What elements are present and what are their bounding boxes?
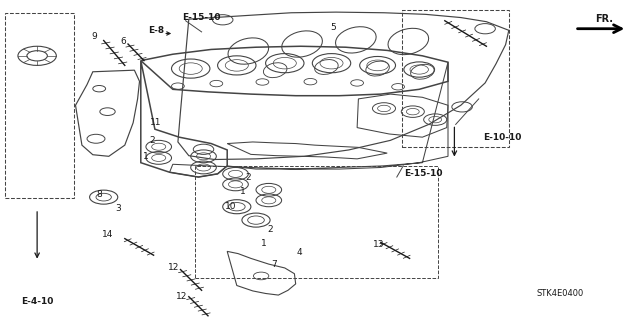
Text: 2: 2 (246, 173, 251, 182)
Text: 6: 6 (120, 37, 125, 46)
Text: 2: 2 (150, 136, 155, 145)
Text: 5: 5 (330, 23, 335, 32)
Text: 8: 8 (97, 190, 102, 199)
Text: 11: 11 (150, 118, 162, 127)
Text: 1: 1 (261, 239, 266, 248)
Text: E-10-10: E-10-10 (483, 133, 522, 142)
Bar (195, 166, 438, 278)
Bar (5, 13, 74, 198)
Text: E-15-10: E-15-10 (182, 13, 221, 22)
Text: 13: 13 (373, 241, 385, 249)
Text: 7: 7 (271, 260, 276, 269)
Text: 3: 3 (116, 204, 121, 213)
Text: E-8: E-8 (148, 26, 164, 35)
Text: E-15-10: E-15-10 (404, 169, 443, 178)
Text: 12: 12 (176, 292, 188, 300)
Text: 1: 1 (143, 152, 148, 161)
Text: E-4-10: E-4-10 (21, 297, 53, 306)
Text: 1: 1 (241, 187, 246, 196)
Text: 10: 10 (225, 202, 236, 211)
Text: 2: 2 (268, 225, 273, 234)
Text: FR.: FR. (595, 14, 613, 24)
Text: 4: 4 (297, 248, 302, 257)
Text: 14: 14 (102, 230, 113, 239)
Bar (402, 10, 509, 147)
Text: 12: 12 (168, 263, 180, 272)
Text: 9: 9 (92, 32, 97, 41)
Text: STK4E0400: STK4E0400 (536, 289, 584, 298)
